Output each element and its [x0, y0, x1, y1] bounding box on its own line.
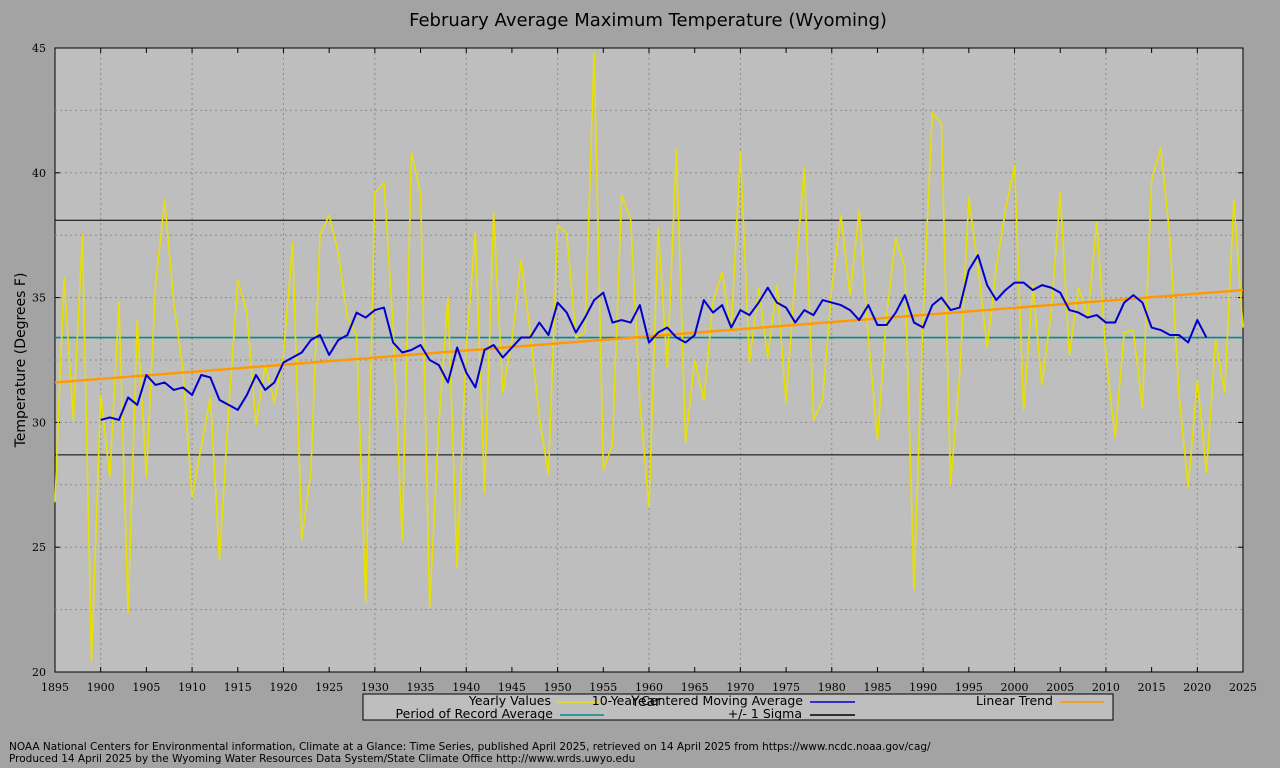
legend-label: +/- 1 Sigma [728, 706, 802, 721]
x-tick-label: 2000 [1001, 681, 1029, 694]
legend-label: Yearly Values [468, 693, 551, 708]
x-tick-label: 1965 [681, 681, 709, 694]
y-axis: 20 25 30 35 40 45 [32, 42, 1243, 679]
x-tick-label: 1985 [863, 681, 891, 694]
x-tick-label: 1995 [955, 681, 983, 694]
legend-label: Period of Record Average [396, 706, 554, 721]
y-tick-label: 20 [32, 666, 46, 679]
x-tick-label: 2025 [1229, 681, 1257, 694]
credits-line-1: NOAA National Centers for Environmental … [9, 741, 931, 753]
series-group [54, 52, 1244, 663]
y-tick-label: 25 [32, 541, 46, 554]
x-tick-label: 1905 [132, 681, 160, 694]
x-tick-label: 2015 [1138, 681, 1166, 694]
legend-label: 10-Year Centered Moving Average [592, 693, 804, 708]
x-tick-label: 1930 [361, 681, 389, 694]
x-tick-label: 1915 [224, 681, 252, 694]
moving-average-line [100, 254, 1208, 421]
y-tick-label: 30 [32, 416, 46, 429]
x-tick-label: 2010 [1092, 681, 1120, 694]
x-tick-label: 1925 [315, 681, 343, 694]
reference-lines [55, 219, 1243, 456]
x-tick-label: 1990 [909, 681, 937, 694]
x-tick-label: 1895 [41, 681, 69, 694]
credits: NOAA National Centers for Environmental … [9, 741, 931, 765]
x-tick-label: 2020 [1183, 681, 1211, 694]
x-tick-label: 2005 [1046, 681, 1074, 694]
x-axis-label: Year [630, 694, 661, 710]
x-tick-label: 1920 [269, 681, 297, 694]
credits-line-2: Produced 14 April 2025 by the Wyoming Wa… [9, 753, 636, 765]
chart-title: February Average Maximum Temperature (Wy… [409, 10, 887, 31]
legend-label: Linear Trend [976, 693, 1053, 708]
yearly-values-line [54, 52, 1244, 663]
chart: February Average Maximum Temperature (Wy… [13, 10, 1257, 721]
x-tick-label: 1950 [544, 681, 572, 694]
y-tick-label: 40 [32, 167, 46, 180]
x-tick-label: 1945 [498, 681, 526, 694]
x-tick-label: 1935 [407, 681, 435, 694]
x-tick-label: 1910 [178, 681, 206, 694]
linear-trend-line [54, 288, 1244, 384]
legend: Yearly Values 10-Year Centered Moving Ave… [362, 693, 1114, 721]
y-axis-label: Temperature (Degrees F) [13, 273, 29, 449]
y-tick-label: 45 [32, 42, 46, 55]
y-tick-label: 35 [32, 292, 46, 305]
x-axis: 1895 1900 1905 1910 1915 1920 1925 1930 1935 1940… [41, 48, 1257, 694]
legend-box [362, 693, 1114, 721]
x-tick-label: 1960 [635, 681, 663, 694]
x-tick-label: 1955 [589, 681, 617, 694]
x-tick-label: 1975 [772, 681, 800, 694]
x-tick-label: 1970 [726, 681, 754, 694]
x-tick-label: 1980 [818, 681, 846, 694]
x-tick-label: 1900 [87, 681, 115, 694]
x-tick-label: 1940 [452, 681, 480, 694]
